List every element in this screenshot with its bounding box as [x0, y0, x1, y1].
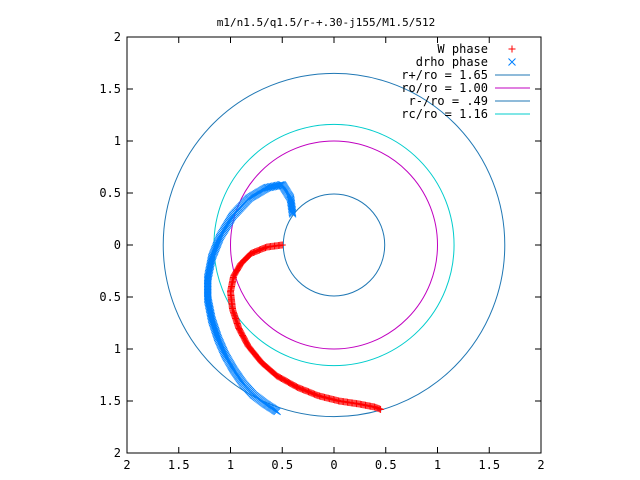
drho-phase-point [220, 349, 229, 358]
drho-phase-point [214, 334, 223, 343]
x-tick-label: 0.5 [375, 458, 397, 472]
drho-phase-point [216, 338, 224, 347]
drho-phase-point [214, 237, 223, 246]
x-tick-label: 0.5 [271, 458, 293, 472]
drho-phase-point [211, 245, 219, 254]
chart-title: m1/n1.5/q1.5/r-+.30-j155/M1.5/512 [217, 16, 436, 29]
circle-r--line [282, 193, 386, 297]
drho-phase-point [216, 340, 225, 348]
drho-phase-point [211, 326, 220, 335]
legend-label: ro/ro = 1.00 [401, 81, 488, 95]
drho-phase-point [217, 342, 226, 351]
y-tick-label: 0.5 [99, 290, 121, 304]
drho-phase-point [209, 319, 217, 328]
drho-phase-point [212, 330, 221, 339]
plot-frame [126, 36, 542, 454]
legend-plus-marker [508, 45, 516, 53]
drho-phase-point [217, 341, 225, 350]
data-points [203, 180, 385, 416]
drho-phase-point [209, 321, 218, 329]
x-tick-label: 1 [434, 458, 441, 472]
drho-phase-point [214, 236, 223, 245]
y-tick-label: 1.5 [99, 82, 121, 96]
drho-phase-point [212, 243, 220, 251]
y-tick-label: 0.5 [99, 186, 121, 200]
legend-label: r+/ro = 1.65 [401, 68, 488, 82]
drho-phase-point [209, 249, 218, 258]
x-tick-label: 1.5 [168, 458, 190, 472]
drho-phase-point [215, 233, 224, 242]
legend-x-marker [508, 58, 516, 66]
drho-phase-point [213, 239, 222, 247]
drho-phase-point [218, 345, 227, 354]
drho-phase-point [215, 337, 224, 346]
drho-phase-point [218, 344, 227, 352]
drho-phase-point [213, 240, 221, 249]
axis-ticks: 2 1.5 1 0.5 0 0.5 1 1.5 221.510.500.511.52 [99, 30, 544, 472]
drho-phase-point [208, 251, 217, 260]
drho-phase-point [208, 317, 217, 325]
y-tick-label: 2 [114, 446, 121, 460]
drho-phase-point [210, 323, 219, 332]
x-tick-label: 0 [330, 458, 337, 472]
drho-phase-point [211, 328, 220, 336]
x-tick-label: 2 [123, 458, 130, 472]
drho-phase-point [207, 315, 216, 324]
circle-ro-line [230, 140, 438, 350]
drho-phase-point [215, 235, 224, 243]
drho-phase-point [216, 232, 225, 241]
x-tick-label: 1.5 [478, 458, 500, 472]
legend-label: rc/ro = 1.16 [401, 107, 488, 121]
drho-phase-point [213, 333, 222, 342]
drho-phase-point [210, 322, 218, 331]
x-tick-label: 2 [537, 458, 544, 472]
drho-phase-point [208, 318, 217, 327]
circle-rc-line [213, 123, 455, 367]
drho-phase-point [212, 329, 221, 338]
legend-label: r-/ro = .49 [409, 94, 488, 108]
drho-phase-point [263, 183, 272, 192]
legend-label: drho phase [416, 55, 488, 69]
y-tick-label: 0 [114, 238, 121, 252]
drho-phase-point [286, 195, 295, 204]
y-tick-label: 1.5 [99, 394, 121, 408]
drho-phase-point [210, 248, 218, 257]
y-tick-label: 1 [114, 342, 121, 356]
drho-phase-point [265, 183, 274, 192]
x-tick-label: 1 [227, 458, 234, 472]
drho-phase-point [214, 336, 223, 344]
drho-phase-point [211, 325, 219, 333]
drho-phase-point [210, 247, 219, 255]
w-phase-point [377, 405, 385, 413]
drho-phase-point [211, 244, 220, 253]
drho-phase-point [219, 346, 228, 355]
legend-label: W phase [437, 42, 488, 56]
drho-phase-point [212, 241, 221, 250]
circle-r+-line [162, 72, 506, 418]
drho-phase-point [273, 407, 281, 416]
drho-phase-point [220, 348, 228, 356]
y-tick-label: 1 [114, 134, 121, 148]
y-tick-label: 2 [114, 30, 121, 44]
drho-phase-point [213, 332, 222, 340]
